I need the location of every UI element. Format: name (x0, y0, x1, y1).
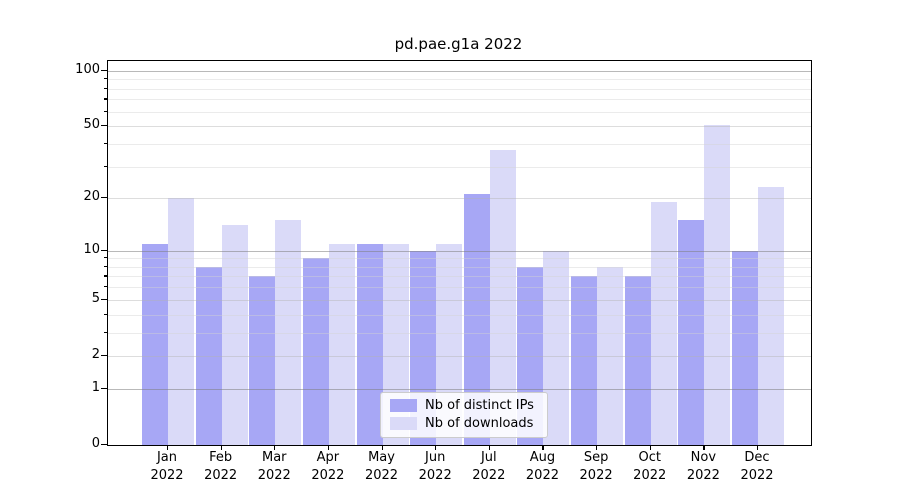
x-tick-mark-mar (274, 445, 276, 450)
x-tick-label-may: May 2022 (364, 450, 399, 483)
gridline-y-7 (108, 276, 811, 278)
x-tick-mark-apr (327, 445, 330, 450)
gridline-y-60 (108, 111, 811, 113)
gridline-y-9 (108, 258, 811, 260)
bar-distinct-ips-feb (195, 266, 222, 445)
bar-downloads-sep (597, 266, 624, 445)
gridline-y-20 (108, 198, 811, 200)
y-tick-label-1: 1 (91, 379, 100, 395)
bar-distinct-ips-mar (249, 276, 276, 445)
bar-downloads-oct (650, 202, 677, 445)
x-tick-mark-nov (703, 445, 705, 450)
gridline-y-1 (108, 388, 811, 390)
y-tick-label-100: 100 (75, 61, 100, 77)
gridline-y-100 (108, 70, 811, 72)
y-tick-mark-1 (101, 387, 107, 389)
y-tick-label-50: 50 (83, 117, 100, 133)
x-tick-mark-oct (649, 445, 651, 450)
x-tick-label-nov: Nov 2022 (686, 450, 720, 483)
y-tick-mark-10 (101, 249, 107, 251)
x-tick-label-sep: Sep 2022 (579, 450, 613, 483)
y-minor-tick-mark-60 (104, 110, 107, 112)
x-tick-label-jun: Jun 2022 (418, 450, 452, 483)
y-tick-mark-50 (101, 125, 107, 127)
y-minor-tick-mark-8 (104, 265, 107, 268)
y-tick-mark-20 (101, 197, 107, 199)
x-tick-mark-jan (167, 445, 169, 450)
y-minor-tick-mark-80 (104, 87, 107, 89)
y-minor-tick-mark-40 (104, 142, 107, 145)
y-tick-label-20: 20 (83, 189, 100, 205)
bar-downloads-jan (168, 198, 194, 445)
y-tick-label-2: 2 (91, 346, 100, 362)
y-tick-label-5: 5 (91, 290, 100, 306)
bar-downloads-mar (275, 220, 302, 445)
bar-downloads-nov (704, 124, 731, 445)
bar-distinct-ips-oct (624, 276, 651, 445)
y-tick-mark-100 (101, 69, 107, 71)
x-tick-label-mar: Mar 2022 (257, 450, 291, 483)
y-minor-tick-mark-4 (104, 313, 107, 315)
bar-distinct-ips-jan (142, 243, 168, 445)
x-tick-mark-jul (488, 445, 490, 450)
gridline-y-90 (108, 79, 811, 81)
y-minor-tick-mark-30 (104, 165, 107, 167)
gridline-y-50 (108, 126, 811, 128)
x-tick-mark-aug (542, 445, 544, 450)
x-tick-mark-feb (220, 445, 222, 450)
y-minor-tick-mark-3 (104, 331, 107, 333)
legend-label-distinct-ips: Nb of distinct IPs (425, 398, 534, 413)
gridline-y-10 (108, 250, 811, 252)
plot-area (107, 60, 812, 446)
gridline-y-70 (108, 99, 811, 101)
gridline-y-3 (108, 332, 811, 334)
x-tick-label-oct: Oct 2022 (633, 450, 667, 483)
legend-item-downloads: Nb of downloads (390, 416, 538, 431)
y-minor-tick-mark-6 (104, 286, 107, 288)
gridline-y-4 (108, 314, 811, 316)
bar-distinct-ips-dec (732, 250, 758, 445)
gridline-y-5 (108, 299, 811, 301)
x-tick-label-feb: Feb 2022 (204, 450, 238, 483)
chart-title: pd.pae.g1a 2022 (394, 35, 523, 53)
bar-distinct-ips-may (356, 243, 383, 445)
gridline-y-30 (108, 166, 811, 168)
x-tick-label-jan: Jan 2022 (150, 450, 184, 483)
y-minor-tick-mark-7 (104, 275, 107, 277)
y-minor-tick-mark-70 (104, 98, 107, 100)
y-tick-mark-0 (101, 444, 107, 446)
bar-downloads-feb (221, 225, 248, 445)
x-tick-label-aug: Aug 2022 (525, 450, 559, 483)
x-tick-mark-sep (596, 445, 598, 450)
x-tick-mark-dec (757, 445, 759, 450)
x-tick-mark-jun (435, 445, 437, 450)
y-minor-tick-mark-90 (104, 78, 107, 80)
gridline-y-2 (108, 355, 811, 357)
bar-downloads-dec (758, 187, 784, 445)
legend-swatch-distinct-ips (390, 399, 417, 412)
gridline-y-6 (108, 287, 811, 289)
y-tick-label-10: 10 (83, 241, 100, 257)
gridline-y-80 (108, 88, 811, 90)
y-minor-tick-mark-9 (104, 257, 107, 259)
bar-downloads-apr (328, 243, 355, 445)
legend: Nb of distinct IPs Nb of downloads (380, 392, 548, 438)
y-tick-mark-5 (101, 298, 107, 300)
gridline-y-40 (108, 143, 811, 145)
y-tick-label-0: 0 (91, 436, 100, 451)
gridline-y-8 (108, 266, 811, 268)
legend-label-downloads: Nb of downloads (425, 416, 534, 431)
legend-swatch-downloads (390, 417, 417, 430)
y-tick-mark-2 (101, 354, 107, 357)
x-tick-label-dec: Dec 2022 (740, 450, 774, 483)
bar-distinct-ips-apr (302, 258, 329, 445)
x-tick-mark-may (381, 445, 383, 450)
bar-distinct-ips-nov (678, 220, 705, 445)
x-tick-label-jul: Jul 2022 (472, 450, 506, 483)
bar-distinct-ips-sep (571, 276, 598, 445)
legend-item-distinct-ips: Nb of distinct IPs (390, 398, 538, 413)
x-tick-label-apr: Apr 2022 (311, 450, 345, 483)
